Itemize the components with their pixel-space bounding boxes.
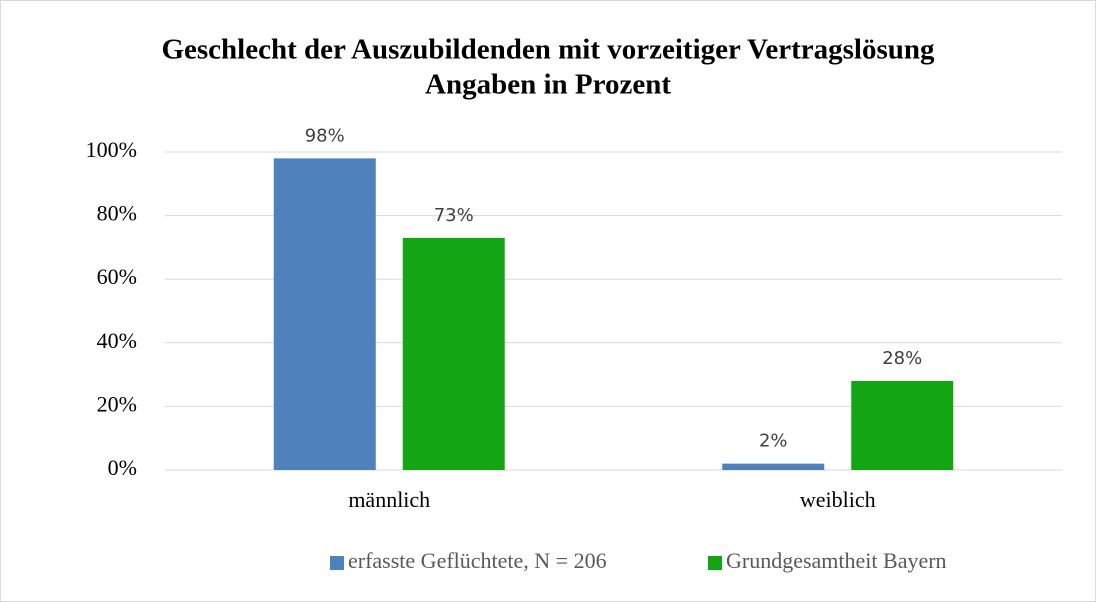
bar bbox=[402, 237, 505, 470]
data-label: 2% bbox=[759, 431, 788, 452]
legend-swatch bbox=[330, 556, 344, 570]
data-label: 28% bbox=[882, 348, 922, 369]
data-label: 73% bbox=[434, 205, 474, 226]
x-tick-label: männlich bbox=[348, 487, 430, 512]
y-tick-label: 80% bbox=[97, 201, 137, 226]
y-tick-label: 20% bbox=[97, 391, 137, 416]
bar bbox=[273, 158, 376, 471]
bar bbox=[722, 463, 825, 470]
y-tick-label: 60% bbox=[97, 264, 137, 289]
y-tick-label: 0% bbox=[108, 455, 137, 480]
chart-subtitle: Angaben in Prozent bbox=[425, 69, 671, 101]
y-tick-label: 100% bbox=[86, 137, 137, 162]
legend-label: erfasste Geflüchtete, N = 206 bbox=[348, 548, 607, 573]
legend-label: Grundgesamtheit Bayern bbox=[726, 548, 947, 573]
y-tick-label: 40% bbox=[97, 328, 137, 353]
data-label: 98% bbox=[305, 125, 345, 146]
chart-title: Geschlecht der Auszubildenden mit vorzei… bbox=[161, 34, 935, 66]
bar bbox=[851, 380, 954, 470]
x-tick-label: weiblich bbox=[800, 487, 876, 512]
legend-swatch bbox=[708, 556, 722, 570]
